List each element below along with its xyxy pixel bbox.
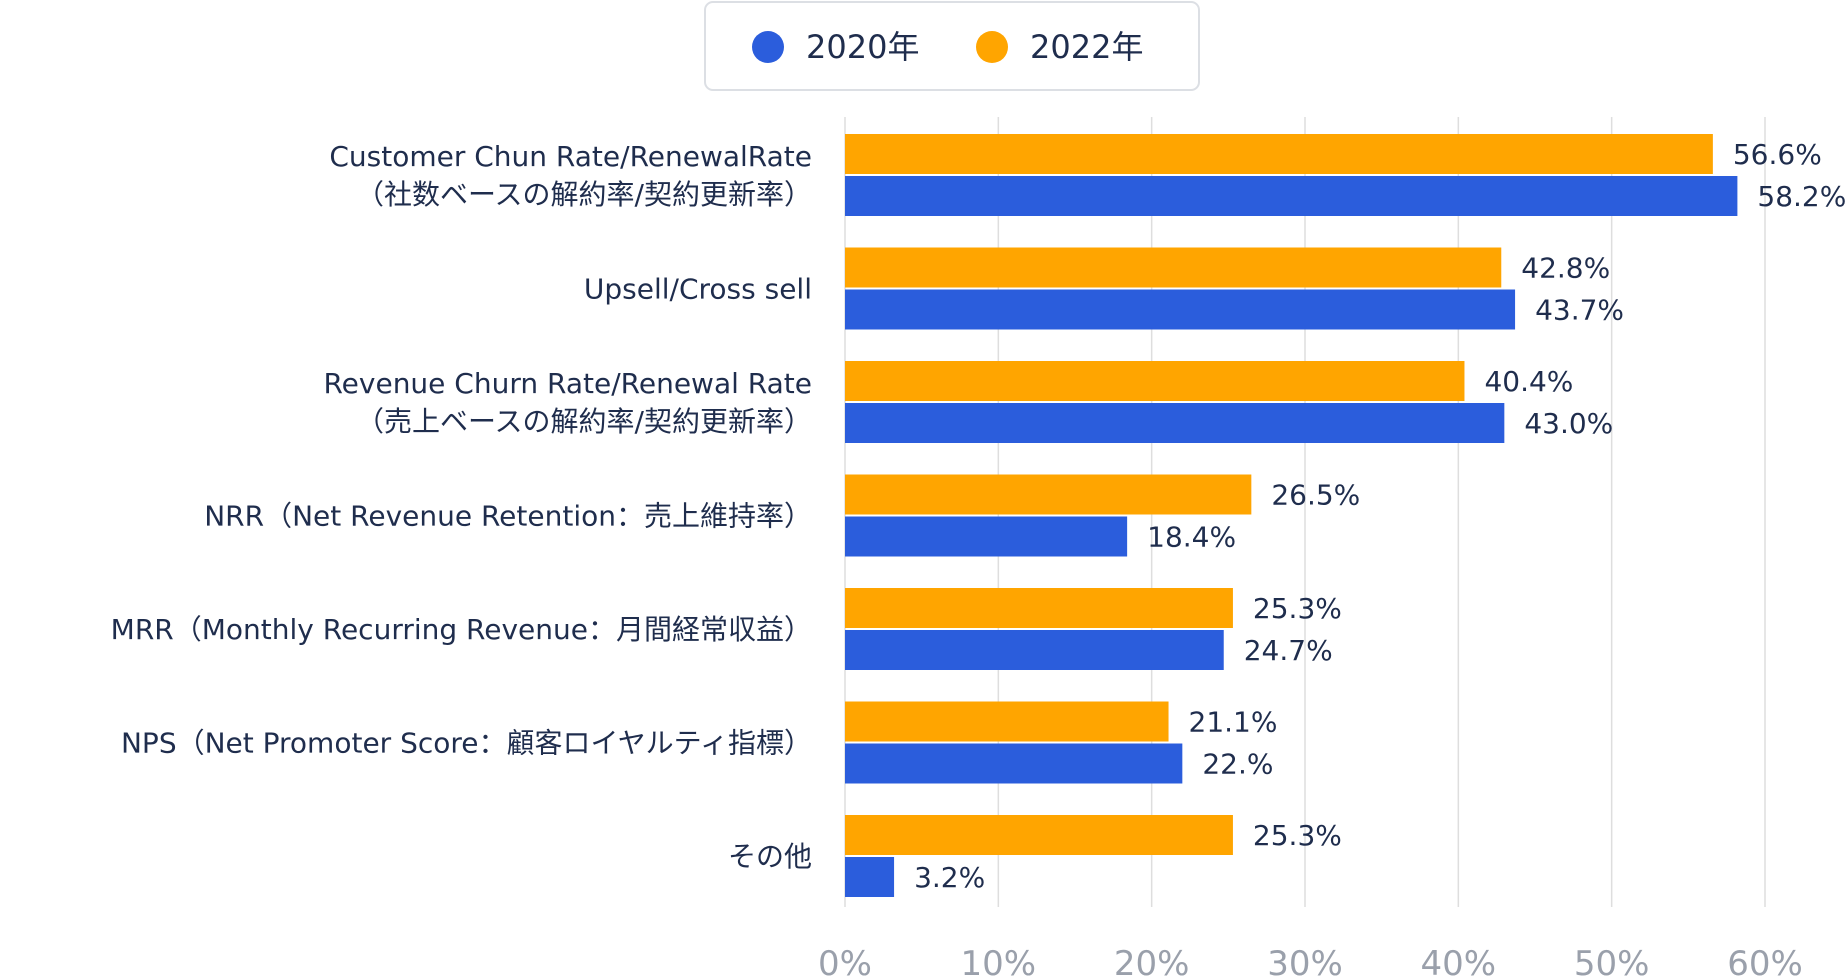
x-tick-label-3: 30% (1267, 944, 1343, 980)
bar-2022-2 (845, 361, 1465, 401)
category-label-3-line-0: NRR（Net Revenue Retention：売上維持率） (204, 500, 812, 533)
category-label-5-line-0: NPS（Net Promoter Score：顧客ロイヤルティ指標） (121, 727, 812, 760)
value-label-2022-6: 25.3% (1253, 819, 1342, 852)
category-label-2-line-0: Revenue Churn Rate/Renewal Rate (323, 367, 812, 400)
category-label-4-line-0: MRR（Monthly Recurring Revenue：月間経常収益） (111, 613, 812, 646)
bar-2022-5 (845, 701, 1169, 742)
category-label-2-line-1: （売上ベースの解約率/契約更新率） (356, 405, 812, 438)
value-label-2022-0: 56.6% (1733, 138, 1822, 171)
category-label-6-line-0: その他 (728, 840, 812, 873)
x-tick-label-2: 20% (1114, 944, 1190, 980)
legend-marker-0 (752, 31, 784, 63)
bar-2022-6 (845, 815, 1233, 855)
value-label-2022-3: 26.5% (1271, 479, 1360, 512)
value-label-2020-4: 24.7% (1244, 634, 1333, 667)
x-tick-label-4: 40% (1421, 944, 1497, 980)
value-label-2022-2: 40.4% (1484, 365, 1573, 398)
legend-marker-1 (976, 31, 1008, 63)
value-label-2020-5: 22.% (1202, 748, 1273, 781)
legend-box (704, 1, 1200, 91)
bars: 56.6% 58.2% 42.8% 43.7% 40.4% 43.0% 26.5% 18.4%… (845, 134, 1846, 897)
value-label-2022-5: 21.1% (1189, 706, 1278, 739)
x-tick-label-5: 50% (1574, 944, 1650, 980)
bar-2022-4 (845, 588, 1233, 628)
category-labels: Customer Chun Rate/RenewalRate （社数ベースの解約率… (111, 140, 812, 873)
bar-2022-3 (845, 474, 1252, 515)
value-label-2022-4: 25.3% (1253, 592, 1342, 625)
legend-label-1: 2022年 (1030, 28, 1143, 66)
category-label-0-line-1: （社数ベースの解約率/契約更新率） (356, 178, 812, 211)
bar-2020-2 (845, 403, 1505, 443)
x-tick-label-1: 10% (961, 944, 1037, 980)
category-label-0-line-0: Customer Chun Rate/RenewalRate (329, 140, 812, 173)
category-label-1-line-0: Upsell/Cross sell (584, 273, 812, 306)
bar-2020-6 (845, 857, 895, 897)
bar-2020-0 (845, 176, 1738, 216)
bar-2020-5 (845, 743, 1183, 784)
legend-label-0: 2020年 (806, 28, 919, 66)
value-label-2022-1: 42.8% (1521, 252, 1610, 285)
bar-2022-1 (845, 247, 1502, 288)
x-axis-ticks: 0% 10% 20% 30% 40% 50% 60% (818, 944, 1803, 980)
bar-2020-3 (845, 516, 1128, 557)
value-label-2020-1: 43.7% (1535, 294, 1624, 327)
value-label-2020-6: 3.2% (914, 861, 985, 894)
bar-2020-1 (845, 289, 1516, 330)
x-tick-label-0: 0% (818, 944, 872, 980)
value-label-2020-0: 58.2% (1757, 180, 1846, 213)
legend: 2020年 2022年 (704, 1, 1200, 91)
bar-2020-4 (845, 630, 1224, 670)
bar-2022-0 (845, 134, 1713, 174)
x-tick-label-6: 60% (1727, 944, 1803, 980)
value-label-2020-2: 43.0% (1524, 407, 1613, 440)
value-label-2020-3: 18.4% (1147, 521, 1236, 554)
